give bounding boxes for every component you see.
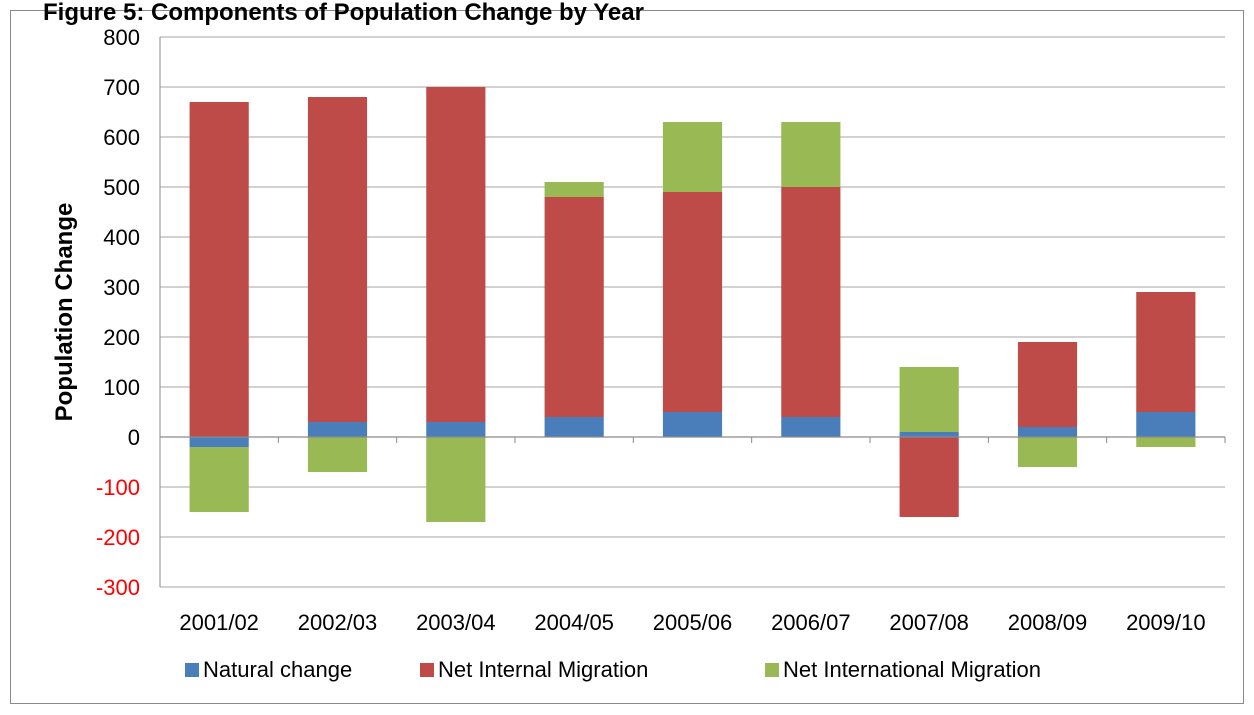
legend-swatch	[185, 663, 199, 677]
bar-net-internal-migration-2001-02	[189, 102, 249, 437]
y-tick-label: 200	[103, 325, 140, 350]
legend-label: Net International Migration	[783, 657, 1041, 682]
bar-natural-change-2001-02	[189, 437, 249, 447]
bar-natural-change-2003-04	[426, 422, 486, 437]
y-tick-label: 100	[103, 375, 140, 400]
y-tick-label: 600	[103, 125, 140, 150]
y-tick-label: 700	[103, 75, 140, 100]
legend-label: Net Internal Migration	[438, 657, 648, 682]
x-tick-label: 2001/02	[179, 610, 259, 635]
x-tick-label: 2007/08	[889, 610, 969, 635]
bar-net-international-migration-2009-10	[1136, 437, 1196, 447]
y-tick-label: -200	[96, 525, 140, 550]
y-tick-label: -100	[96, 475, 140, 500]
y-tick-label: 0	[128, 425, 140, 450]
bars	[189, 87, 1196, 522]
x-tick-labels: 2001/02 2002/03 2003/04 2004/05 2005/06 2006/…	[179, 610, 1205, 635]
legend: Natural change Net Internal Migration Net …	[185, 657, 1041, 682]
bar-net-internal-migration-2003-04	[426, 87, 486, 422]
y-tick-label: 500	[103, 175, 140, 200]
bar-net-internal-migration-2005-06	[662, 192, 723, 412]
bar-net-international-migration-2003-04	[426, 437, 486, 522]
x-tick-label: 2003/04	[416, 610, 496, 635]
bar-natural-change-2009-10	[1136, 412, 1196, 437]
bar-net-internal-migration-2008-09	[1017, 342, 1078, 427]
chart-title: Figure 5: Components of Population Chang…	[43, 0, 644, 26]
bar-natural-change-2005-06	[662, 412, 723, 437]
bar-net-internal-migration-2004-05	[544, 197, 604, 417]
bar-natural-change-2002-03	[307, 422, 368, 437]
bar-net-internal-migration-2009-10	[1136, 292, 1196, 412]
y-tick-label: 400	[103, 225, 140, 250]
bar-net-internal-migration-2002-03	[307, 97, 368, 422]
axes	[159, 37, 1226, 587]
x-tick-label: 2002/03	[298, 610, 378, 635]
legend-label: Natural change	[203, 657, 352, 682]
y-tick-label: 300	[103, 275, 140, 300]
bar-net-international-migration-2007-08	[899, 367, 959, 432]
y-tick-label: 800	[103, 25, 140, 50]
legend-swatch	[765, 663, 779, 677]
bar-net-internal-migration-2006-07	[781, 187, 841, 417]
x-tick-label: 2006/07	[771, 610, 851, 635]
x-tick-label: 2004/05	[534, 610, 614, 635]
legend-swatch	[420, 663, 434, 677]
y-tick-labels: -300 -200 -100 0 100 200 300 400 500 600 700 800	[96, 25, 140, 600]
bar-net-international-migration-2005-06	[662, 122, 723, 192]
bar-natural-change-2008-09	[1017, 427, 1078, 437]
bar-net-international-migration-2002-03	[307, 437, 368, 472]
bar-natural-change-2007-08	[899, 432, 959, 437]
x-tick-label: 2009/10	[1126, 610, 1206, 635]
y-tick-label: -300	[96, 575, 140, 600]
bar-net-international-migration-2006-07	[781, 122, 841, 187]
bar-natural-change-2004-05	[544, 417, 604, 437]
x-tick-label: 2005/06	[653, 610, 733, 635]
bar-natural-change-2006-07	[781, 417, 841, 437]
x-tick-label: 2008/09	[1008, 610, 1088, 635]
bar-net-international-migration-2004-05	[544, 182, 604, 197]
bar-net-internal-migration-2007-08	[899, 437, 959, 517]
y-axis-label: Population Change	[51, 203, 78, 422]
bar-net-international-migration-2008-09	[1017, 437, 1078, 467]
bar-net-international-migration-2001-02	[189, 447, 249, 512]
